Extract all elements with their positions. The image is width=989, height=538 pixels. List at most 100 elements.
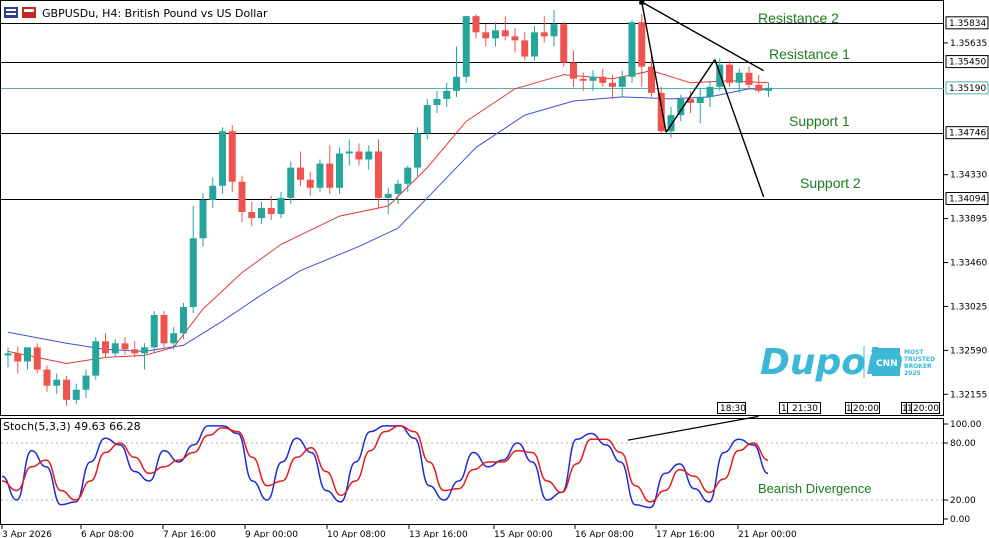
candle [33, 343, 41, 374]
candle [414, 127, 421, 176]
price-axis: 1.35635 1.34330 1.33895 1.33460 1.33025 1.325… [944, 39, 987, 400]
candle [209, 177, 217, 208]
time-tick-label: 17 Apr 16:00 [656, 530, 715, 538]
svg-text:TRUSTED: TRUSTED [904, 356, 935, 363]
candle-body [579, 78, 587, 81]
candle [531, 26, 538, 61]
trendline [641, 1, 764, 72]
svg-text:1: 1 [846, 404, 852, 414]
candle [14, 346, 22, 374]
candle [462, 16, 470, 83]
level-label: Resistance 2 [758, 10, 839, 26]
candle [63, 375, 70, 406]
candle-body [316, 163, 324, 188]
candle [199, 192, 207, 247]
candle [228, 125, 236, 192]
candle-body [219, 131, 226, 186]
stoch-tick-label: 20.00 [950, 496, 976, 506]
svg-text:BROKER: BROKER [904, 363, 932, 370]
chart-title: GBPUSDu, H4: British Pound vs US Dollar [42, 7, 268, 20]
price-tick-label: 1.32590 [950, 346, 987, 356]
candle-body [453, 76, 460, 91]
candle [277, 191, 285, 219]
trendline [665, 59, 716, 133]
candle-body [43, 369, 51, 386]
candle-body [648, 66, 655, 93]
stoch-pane-frame [0, 418, 944, 525]
candle [433, 90, 441, 114]
header: GBPUSDu, H4: British Pound vs US Dollar [4, 7, 268, 20]
candle [482, 24, 490, 47]
candle-body [628, 22, 636, 77]
price-tick-label: 1.35635 [950, 39, 987, 49]
candle-body [472, 16, 480, 33]
candle [394, 179, 402, 204]
candle-body [355, 151, 363, 160]
candle-body [72, 389, 80, 400]
symbol-flag-icon [22, 7, 36, 18]
time-tick-label: 3 Apr 2026 [2, 530, 52, 538]
level-price-tags: 1.35834 1.35450 1.34746 1.34094 1.35190 [945, 16, 989, 206]
candle [550, 10, 558, 47]
candle [336, 147, 343, 194]
candle [453, 46, 460, 97]
candle [160, 310, 168, 348]
candle [657, 86, 665, 134]
time-tick-label: 21 Apr 00:00 [738, 530, 797, 538]
candle-body [238, 181, 246, 213]
candle-body [92, 341, 100, 376]
candle [4, 347, 12, 368]
price-tick-label: 1.33460 [950, 259, 987, 269]
candle [696, 88, 704, 124]
price-tick-label: 1.33895 [950, 215, 987, 225]
price-tag: 1.35450 [949, 58, 986, 68]
level-label: Support 1 [789, 113, 850, 129]
time-tick-label: 13 Apr 16:00 [409, 530, 468, 538]
candle-body [258, 208, 265, 219]
candle-body [531, 32, 538, 57]
level-label: Resistance 1 [769, 46, 850, 62]
candle [121, 337, 129, 355]
candle-body [199, 199, 207, 239]
time-tick-label: 6 Apr 08:00 [81, 530, 134, 538]
candle-body [63, 379, 70, 400]
candle [53, 373, 61, 394]
price-tag: 1.34094 [949, 195, 986, 205]
chart-menu-icon[interactable] [4, 7, 18, 18]
candle-body [131, 349, 139, 354]
time-axis: 3 Apr 2026 6 Apr 08:00 7 Apr 16:00 9 Apr 00… [1, 525, 797, 538]
candle-body [589, 76, 597, 81]
stoch-axis: 100.00 80.00 20.00 0.00 [944, 420, 982, 525]
candle [287, 161, 295, 204]
dupoin-logo: Dupoin CNN MOST TRUSTED BROKER 2025 [760, 342, 935, 383]
candle-body [248, 212, 256, 219]
candle [384, 187, 392, 215]
candle [599, 68, 607, 87]
candle [297, 151, 304, 186]
candle [375, 139, 382, 208]
candle [141, 343, 148, 370]
trendline [714, 59, 765, 198]
candle [667, 107, 675, 138]
candle [326, 145, 334, 194]
price-tag-box [945, 126, 989, 140]
candle [180, 302, 187, 340]
price-tag-box [945, 55, 989, 69]
candle-body [667, 115, 675, 132]
candle [589, 70, 597, 91]
candle [687, 90, 694, 114]
candle-body [745, 72, 753, 85]
stochastic-oscillator [1, 415, 944, 509]
candle-body [111, 343, 119, 354]
candle-body [141, 347, 148, 354]
candle-body [443, 90, 451, 99]
candle [92, 337, 100, 380]
candle-body [170, 333, 178, 344]
svg-text:20:00: 20:00 [853, 404, 879, 414]
svg-text:21:30: 21:30 [792, 404, 818, 414]
svg-text:1: 1 [907, 404, 913, 414]
candle-body [677, 98, 685, 116]
candle-body [501, 30, 509, 37]
candle [755, 74, 763, 93]
